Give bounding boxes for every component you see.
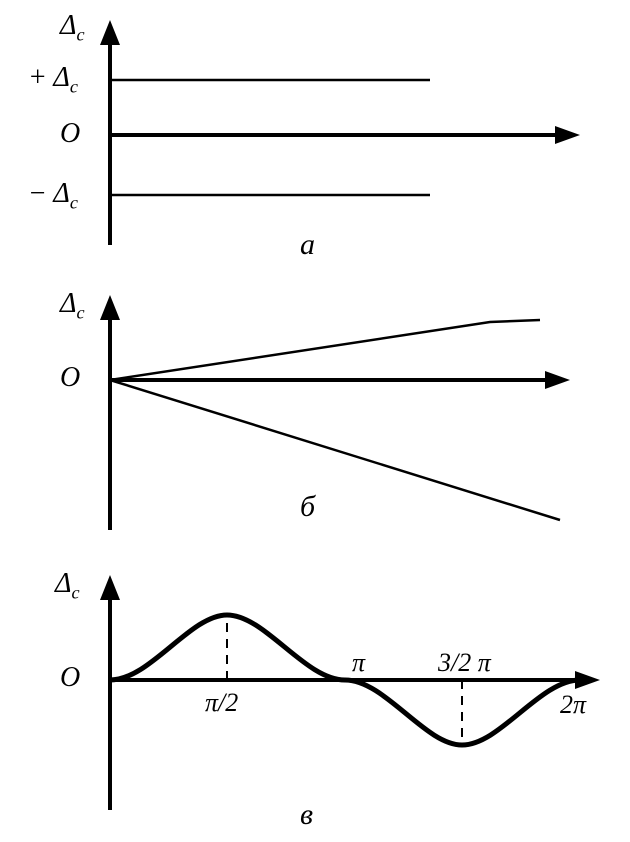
panel-a-svg: [0, 0, 630, 260]
panel-a-minus-delta: − Δc: [28, 178, 78, 214]
panel-a-origin: O: [60, 118, 80, 150]
panel-c-origin: O: [60, 662, 80, 694]
panel-b-origin: O: [60, 362, 80, 394]
tick-pi: π: [352, 648, 365, 678]
tick-pi-over-2: π/2: [205, 688, 238, 718]
panel-c-caption: в: [300, 798, 313, 832]
panel-c-yaxis-top: Δc: [55, 568, 80, 604]
tick-3pi-over-2: 3/2 π: [438, 648, 491, 678]
panel-a-plus-delta: + Δc: [28, 62, 78, 98]
tick-2pi: 2π: [560, 690, 586, 720]
panel-b-caption: б: [300, 490, 315, 524]
panel-a-caption: а: [300, 228, 315, 262]
diagram-page: Δc + Δc O − Δc а Δc O б: [0, 0, 630, 842]
panel-b-yaxis-top: Δc: [60, 288, 85, 324]
panel-c-svg: [0, 560, 630, 840]
panel-a-yaxis-top: Δc: [60, 10, 85, 46]
